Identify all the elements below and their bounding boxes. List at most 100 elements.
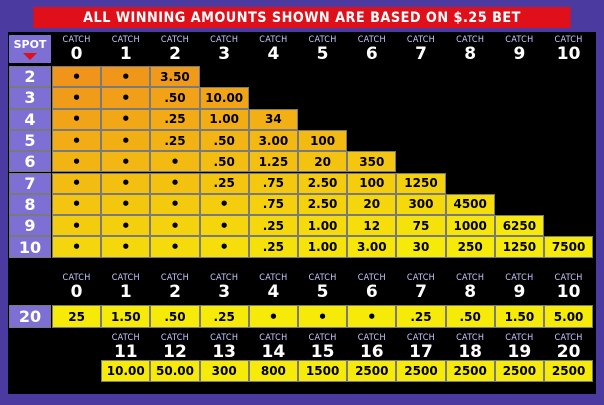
payout-value: .25 (213, 309, 235, 324)
payout-cell: • (101, 172, 151, 194)
catch-header-10: CATCH 10 (544, 33, 593, 65)
catch-number: 6 (365, 281, 378, 302)
catch-label: CATCH (160, 272, 190, 283)
catch-number: 10 (556, 43, 581, 64)
no-pay-dot: • (120, 110, 131, 129)
payout-cell: 250 (445, 236, 495, 258)
payout-value: 20 (314, 154, 331, 169)
payout-value: 10.00 (205, 90, 244, 105)
payout-cell: • (199, 193, 249, 216)
payout-value: 2500 (404, 364, 438, 378)
payout-value: 75 (412, 218, 430, 233)
payout-value: 2500 (355, 364, 389, 378)
catch-label: CATCH (505, 272, 534, 283)
catch-header-9: CATCH 9 (495, 33, 544, 65)
catch-number: 1 (119, 281, 132, 302)
payout-value: 1.25 (258, 154, 289, 169)
catch-number: 2 (169, 281, 181, 302)
catch-label: CATCH (210, 34, 239, 45)
no-pay-dot: • (120, 131, 131, 150)
payout-cell: • (347, 305, 397, 328)
payout-cell: 7500 (544, 236, 594, 258)
no-pay-dot: • (71, 238, 82, 257)
catch-header-20b-19: CATCH 19 (495, 333, 544, 361)
catch-number: 0 (70, 43, 83, 64)
payout-value: 2500 (551, 364, 586, 378)
catch-number: 3 (218, 281, 231, 302)
payout-cell: 300 (199, 360, 249, 382)
payout-value: .25 (213, 176, 235, 191)
payout-cell: • (199, 215, 249, 237)
no-pay-dot: • (170, 216, 180, 235)
payout-cell: 1250 (494, 236, 544, 258)
catch-label: CATCH (357, 332, 386, 343)
payout-value: .50 (213, 154, 235, 169)
payout-cell: 2500 (396, 360, 446, 382)
payout-cell: • (101, 129, 151, 152)
payout-cell: 1000 (445, 215, 495, 237)
payout-value: 100 (310, 133, 336, 148)
payout-cell: • (52, 172, 102, 194)
catch-label: CATCH (259, 34, 288, 45)
payout-value: 20 (363, 197, 381, 212)
catch-header-20a-3: CATCH 3 (200, 270, 249, 304)
catch-header-20a-10: CATCH 10 (544, 270, 593, 304)
payout-value: 6250 (502, 218, 537, 233)
no-pay-dot: • (170, 195, 180, 214)
payout-cell: • (150, 151, 200, 173)
payout-cell: • (52, 151, 102, 173)
catch-number: 9 (513, 43, 526, 64)
payout-value: 300 (211, 364, 237, 378)
catch-label: CATCH (357, 272, 386, 283)
catch-header-20a-7: CATCH 7 (396, 270, 445, 304)
payout-cell: .50 (150, 305, 200, 328)
payout-cell: • (150, 236, 200, 258)
payout-cell: • (101, 108, 151, 130)
catch-header-7: CATCH 7 (396, 33, 445, 65)
catch-header-20a-0: CATCH 0 (52, 270, 101, 304)
catch-header-20a-2: CATCH 2 (150, 270, 199, 304)
catch-number: 13 (212, 341, 237, 362)
catch-number: 4 (267, 43, 280, 64)
catch-label: CATCH (308, 34, 337, 45)
payout-value: 1.00 (307, 218, 338, 233)
payout-value: .50 (459, 309, 481, 324)
payout-cell: • (52, 236, 102, 258)
payout-cell: • (101, 151, 151, 173)
catch-header-3: CATCH 3 (200, 33, 249, 65)
catch-label: CATCH (505, 332, 534, 343)
spot-label-20: 20 (9, 305, 51, 328)
payout-cell: .25 (150, 129, 200, 152)
payout-cell: 3.50 (150, 66, 200, 88)
catch-label: CATCH (406, 332, 436, 343)
payout-value: .75 (262, 197, 285, 212)
catch-label: CATCH (456, 272, 485, 283)
payout-cell: .50 (445, 305, 495, 328)
payout-cell: • (52, 215, 102, 237)
payout-cell: • (52, 108, 102, 130)
catch-label: CATCH (160, 34, 190, 45)
catch-header-8: CATCH 8 (446, 33, 495, 65)
no-pay-dot: • (71, 174, 82, 193)
bet-info-banner: ALL WINNING AMOUNTS SHOWN ARE BASED ON $… (33, 7, 571, 28)
payout-cell: 2500 (347, 360, 397, 382)
spot-label-6: 6 (9, 151, 51, 173)
payout-value: .25 (164, 112, 186, 127)
payout-cell: 6250 (494, 215, 544, 237)
payout-cell: • (52, 129, 102, 152)
payout-cell: • (101, 193, 151, 216)
no-pay-dot: • (120, 195, 131, 214)
catch-number: 0 (70, 281, 83, 302)
payout-value: 12 (363, 218, 381, 233)
catch-label: CATCH (406, 34, 436, 45)
payout-cell: .50 (150, 87, 200, 109)
catch-header-0: CATCH 0 (52, 33, 101, 65)
no-pay-dot: • (120, 216, 131, 235)
no-pay-dot: • (120, 67, 131, 86)
payout-value: 1.00 (209, 112, 239, 127)
catch-header-20b-12: CATCH 12 (150, 333, 199, 361)
payout-value: 1500 (305, 364, 340, 378)
payout-cell: .25 (199, 172, 249, 194)
payout-cell: 1.50 (494, 305, 544, 328)
spot-header: SPOT (9, 35, 51, 63)
